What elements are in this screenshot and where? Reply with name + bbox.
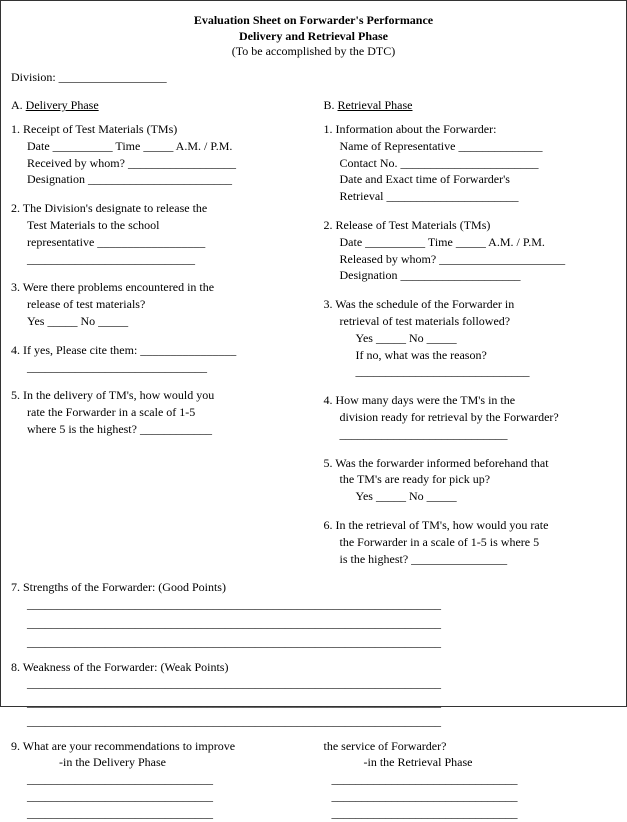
q9-sub-row: -in the Delivery Phase -in the Retrieval… [11,754,616,771]
right-q2-l2: Released by whom? _____________________ [324,251,617,268]
left-q2-l3: ____________________________ [11,251,304,268]
retrieval-phase-underline: Retrieval Phase [338,98,413,112]
title-line-1: Evaluation Sheet on Forwarder's Performa… [11,13,616,29]
right-q3-l4: _____________________________ [324,363,617,380]
q7-line-3: ________________________________________… [11,634,616,651]
left-q2-l2: representative __________________ [11,234,304,251]
right-q4-head: 4. How many days were the TM's in the [324,392,617,409]
subtitle: (To be accomplished by the DTC) [11,44,616,59]
right-q1-l2: Contact No. _______________________ [324,155,617,172]
right-q2: 2. Release of Test Materials (TMs) Date … [324,217,617,284]
q8: 8. Weakness of the Forwarder: (Weak Poin… [11,659,616,730]
right-q4: 4. How many days were the TM's in the di… [324,392,617,442]
q7: 7. Strengths of the Forwarder: (Good Poi… [11,579,616,650]
q9-head-row: 9. What are your recommendations to impr… [11,738,616,755]
left-column: A. Delivery Phase 1. Receipt of Test Mat… [11,98,304,579]
q8-line-1: ________________________________________… [11,675,616,692]
q9-line-right-1: _______________________________ [332,771,617,788]
q9-head-left: 9. What are your recommendations to impr… [11,738,304,755]
right-q5: 5. Was the forwarder informed beforehand… [324,455,617,505]
right-q1-head: 1. Information about the Forwarder: [324,121,617,138]
right-q1-l3: Date and Exact time of Forwarder's [324,171,617,188]
q9-line-left-3: _______________________________ [11,805,312,822]
q7-line-1: ________________________________________… [11,596,616,613]
right-q6-l1: the Forwarder in a scale of 1-5 is where… [324,534,617,551]
right-q3-l1: retrieval of test materials followed? [324,313,617,330]
two-column-body: A. Delivery Phase 1. Receipt of Test Mat… [11,98,616,579]
left-q4-head: 4. If yes, Please cite them: ___________… [11,342,304,359]
left-q1: 1. Receipt of Test Materials (TMs) Date … [11,121,304,188]
q9-lines-2: _______________________________ ________… [11,788,616,805]
right-q4-l2: ____________________________ [324,426,617,443]
left-q2-head: 2. The Division's designate to release t… [11,200,304,217]
right-q2-l3: Designation ____________________ [324,267,617,284]
q8-line-3: ________________________________________… [11,713,616,730]
q8-head: 8. Weakness of the Forwarder: (Weak Poin… [11,659,616,676]
left-q2: 2. The Division's designate to release t… [11,200,304,267]
left-q3-l1: release of test materials? [11,296,304,313]
left-q4-l1: ______________________________ [11,359,304,376]
left-q1-l1: Date __________ Time _____ A.M. / P.M. [11,138,304,155]
left-q1-l3: Designation ________________________ [11,171,304,188]
left-q5: 5. In the delivery of TM's, how would yo… [11,387,304,437]
right-q1: 1. Information about the Forwarder: Name… [324,121,617,205]
q7-head: 7. Strengths of the Forwarder: (Good Poi… [11,579,616,596]
left-q2-l1: Test Materials to the school [11,217,304,234]
q9-lines-3: _______________________________ ________… [11,805,616,822]
right-q3-l2: Yes _____ No _____ [324,330,617,347]
q7-line-2: ________________________________________… [11,615,616,632]
left-q4: 4. If yes, Please cite them: ___________… [11,342,304,376]
q9: 9. What are your recommendations to impr… [11,738,616,822]
q9-sub-right: -in the Retrieval Phase [332,754,617,771]
delivery-phase-underline: Delivery Phase [26,98,99,112]
right-q3: 3. Was the schedule of the Forwarder in … [324,296,617,380]
q9-lines-1: _______________________________ ________… [11,771,616,788]
right-q3-l3: If no, what was the reason? [324,347,617,364]
right-q3-head: 3. Was the schedule of the Forwarder in [324,296,617,313]
q9-head-right: the service of Forwarder? [324,738,617,755]
q9-sub-left: -in the Delivery Phase [11,754,312,771]
right-column: B. Retrieval Phase 1. Information about … [324,98,617,579]
right-q5-l1: the TM's are ready for pick up? [324,471,617,488]
right-q5-l2: Yes _____ No _____ [324,488,617,505]
q9-line-left-2: _______________________________ [11,788,312,805]
right-q5-head: 5. Was the forwarder informed beforehand… [324,455,617,472]
left-q3-l2: Yes _____ No _____ [11,313,304,330]
q9-line-right-3: _______________________________ [332,805,617,822]
left-q1-l2: Received by whom? __________________ [11,155,304,172]
right-q6-head: 6. In the retrieval of TM's, how would y… [324,517,617,534]
left-q5-l2: where 5 is the highest? ____________ [11,421,304,438]
right-q6: 6. In the retrieval of TM's, how would y… [324,517,617,567]
q9-line-right-2: _______________________________ [332,788,617,805]
right-q6-l2: is the highest? ________________ [324,551,617,568]
division-field: Division: __________________ [11,69,616,86]
left-q3: 3. Were there problems encountered in th… [11,279,304,329]
bottom-section: 7. Strengths of the Forwarder: (Good Poi… [11,579,616,821]
left-q1-head: 1. Receipt of Test Materials (TMs) [11,121,304,138]
right-q1-l4: Retrieval ______________________ [324,188,617,205]
left-q3-head: 3. Were there problems encountered in th… [11,279,304,296]
q8-line-2: ________________________________________… [11,694,616,711]
title-line-2: Delivery and Retrieval Phase [11,29,616,45]
q9-line-left-1: _______________________________ [11,771,312,788]
right-q4-l1: division ready for retrieval by the Forw… [324,409,617,426]
right-q2-l1: Date __________ Time _____ A.M. / P.M. [324,234,617,251]
right-q1-l1: Name of Representative ______________ [324,138,617,155]
evaluation-sheet: Evaluation Sheet on Forwarder's Performa… [0,0,627,707]
retrieval-phase-heading: B. Retrieval Phase [324,98,617,113]
left-q5-l1: rate the Forwarder in a scale of 1-5 [11,404,304,421]
left-q5-head: 5. In the delivery of TM's, how would yo… [11,387,304,404]
delivery-phase-heading: A. Delivery Phase [11,98,304,113]
right-q2-head: 2. Release of Test Materials (TMs) [324,217,617,234]
